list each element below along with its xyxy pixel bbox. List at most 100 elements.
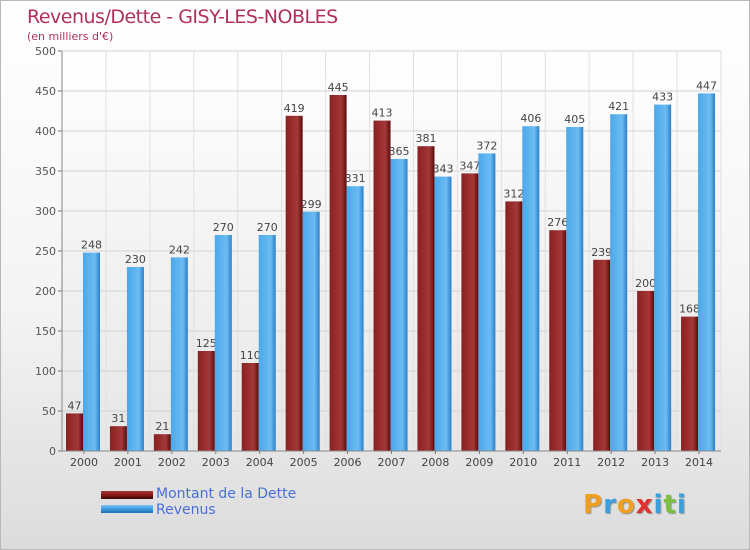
data-label-debt: 239: [591, 246, 612, 259]
bar-revenue: [654, 104, 672, 451]
x-tick-label: 2010: [509, 456, 537, 469]
bar-debt: [637, 291, 655, 451]
x-tick-label: 2011: [553, 456, 581, 469]
y-tick-label: 250: [35, 245, 56, 258]
data-label-revenue: 343: [432, 163, 453, 176]
bar-revenue: [522, 126, 540, 451]
chart-subtitle: (en milliers d'€): [27, 30, 114, 43]
bar-debt: [593, 259, 611, 451]
bar-revenue: [478, 153, 496, 451]
logo-letter: i: [676, 490, 687, 520]
data-label-debt: 445: [328, 81, 349, 94]
bar-debt: [329, 95, 347, 451]
y-tick-label: 350: [35, 165, 56, 178]
data-label-revenue: 433: [652, 91, 673, 104]
data-label-revenue: 230: [125, 253, 146, 266]
logo-letter: P: [583, 490, 604, 520]
bar-debt: [241, 363, 259, 451]
y-tick-label: 50: [42, 405, 56, 418]
y-tick-label: 150: [35, 325, 56, 338]
x-tick-label: 2003: [202, 456, 230, 469]
bar-debt: [197, 351, 215, 451]
data-label-revenue: 248: [81, 239, 102, 252]
x-tick-label: 2008: [421, 456, 449, 469]
data-label-debt: 413: [372, 107, 393, 120]
bar-debt: [285, 115, 303, 452]
data-label-debt: 276: [547, 216, 568, 229]
bar-revenue: [698, 93, 716, 452]
x-tick-label: 2012: [597, 456, 625, 469]
legend-swatch-revenue: [101, 505, 153, 513]
data-label-revenue: 372: [476, 139, 497, 152]
data-label-debt: 419: [284, 102, 305, 115]
bar-debt: [549, 230, 567, 451]
data-label-revenue: 299: [301, 198, 322, 211]
data-label-revenue: 406: [520, 112, 541, 125]
data-label-debt: 110: [240, 349, 261, 362]
bar-revenue: [434, 176, 452, 451]
bar-revenue: [390, 159, 408, 451]
bar-debt: [66, 413, 83, 451]
y-tick-label: 300: [35, 205, 56, 218]
y-tick-label: 450: [35, 85, 56, 98]
data-label-revenue: 365: [389, 145, 410, 158]
data-label-revenue: 270: [213, 221, 234, 234]
x-tick-label: 2013: [641, 456, 669, 469]
x-tick-label: 2014: [685, 456, 713, 469]
bar-debt: [153, 434, 171, 451]
y-tick-label: 0: [49, 445, 56, 458]
bar-debt: [109, 426, 127, 451]
x-tick-label: 2002: [158, 456, 186, 469]
data-label-revenue: 242: [169, 243, 190, 256]
data-label-debt: 200: [635, 277, 656, 290]
logo-letter: t: [663, 490, 677, 520]
bar-revenue: [83, 252, 100, 451]
bar-debt: [417, 146, 435, 451]
data-label-debt: 312: [503, 187, 524, 200]
data-label-revenue: 405: [564, 113, 585, 126]
logo-letter: i: [653, 490, 664, 520]
logo-letter: r: [603, 490, 617, 520]
x-tick-label: 2006: [334, 456, 362, 469]
data-label-debt: 347: [459, 159, 480, 172]
logo-letter: o: [616, 490, 636, 520]
bar-debt: [505, 201, 523, 451]
bar-debt: [373, 120, 391, 451]
x-tick-label: 2004: [246, 456, 274, 469]
legend-swatch-debt: [101, 491, 153, 499]
logo-letter: x: [635, 490, 654, 520]
bar-revenue: [170, 257, 188, 451]
x-tick-label: 2007: [378, 456, 406, 469]
data-label-debt: 47: [68, 399, 82, 412]
proxiti-logo: Proxiti: [583, 490, 687, 520]
data-label-revenue: 331: [345, 172, 366, 185]
bar-debt: [461, 173, 479, 451]
bar-revenue: [258, 235, 276, 451]
data-label-debt: 125: [196, 337, 217, 350]
y-tick-label: 400: [35, 125, 56, 138]
bar-revenue: [302, 211, 320, 451]
data-label-debt: 381: [415, 132, 436, 145]
data-label-debt: 21: [155, 420, 169, 433]
bar-debt: [681, 316, 699, 451]
x-tick-label: 2005: [290, 456, 318, 469]
bar-revenue: [214, 235, 232, 451]
x-tick-label: 2009: [465, 456, 493, 469]
data-label-revenue: 270: [257, 221, 278, 234]
data-label-revenue: 447: [696, 79, 717, 92]
chart-title: Revenus/Dette - GISY-LES-NOBLES: [27, 6, 338, 28]
legend-label-debt: Montant de la Dette: [156, 486, 297, 502]
bar-revenue: [346, 186, 364, 451]
bar-revenue: [566, 127, 584, 451]
data-label-debt: 168: [679, 303, 700, 316]
bar-revenue: [126, 267, 144, 451]
data-label-debt: 31: [111, 412, 125, 425]
data-label-revenue: 421: [608, 100, 629, 113]
y-tick-label: 200: [35, 285, 56, 298]
y-tick-label: 500: [35, 45, 56, 58]
x-tick-label: 2000: [70, 456, 98, 469]
bar-revenue: [610, 114, 628, 451]
x-tick-label: 2001: [114, 456, 142, 469]
